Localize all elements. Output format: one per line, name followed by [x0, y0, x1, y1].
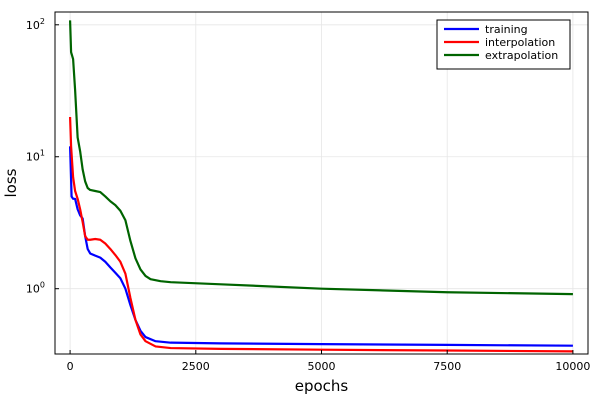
series-line-training: [68, 146, 573, 347]
legend-label-interpolation: interpolation: [485, 36, 555, 49]
series-line-interpolation: [68, 116, 573, 353]
x-axis-label: epochs: [295, 377, 349, 395]
y-axis-label: loss: [2, 168, 20, 197]
y-tick-label: 101: [26, 149, 45, 164]
ticks: 0 2500 5000 7500 10000 100 101 102: [26, 17, 591, 373]
legend-label-extrapolation: extrapolation: [485, 49, 558, 62]
x-tick-label: 2500: [182, 360, 210, 373]
x-tick-label: 5000: [308, 360, 336, 373]
x-tick-label: 0: [67, 360, 74, 373]
y-tick-label: 102: [26, 17, 45, 32]
legend-label-training: training: [485, 23, 528, 36]
series-line-extrapolation: [68, 20, 573, 296]
x-tick-label: 10000: [555, 360, 590, 373]
series-lines: [68, 20, 573, 353]
x-tick-label: 7500: [433, 360, 461, 373]
y-tick-label: 100: [26, 281, 45, 296]
